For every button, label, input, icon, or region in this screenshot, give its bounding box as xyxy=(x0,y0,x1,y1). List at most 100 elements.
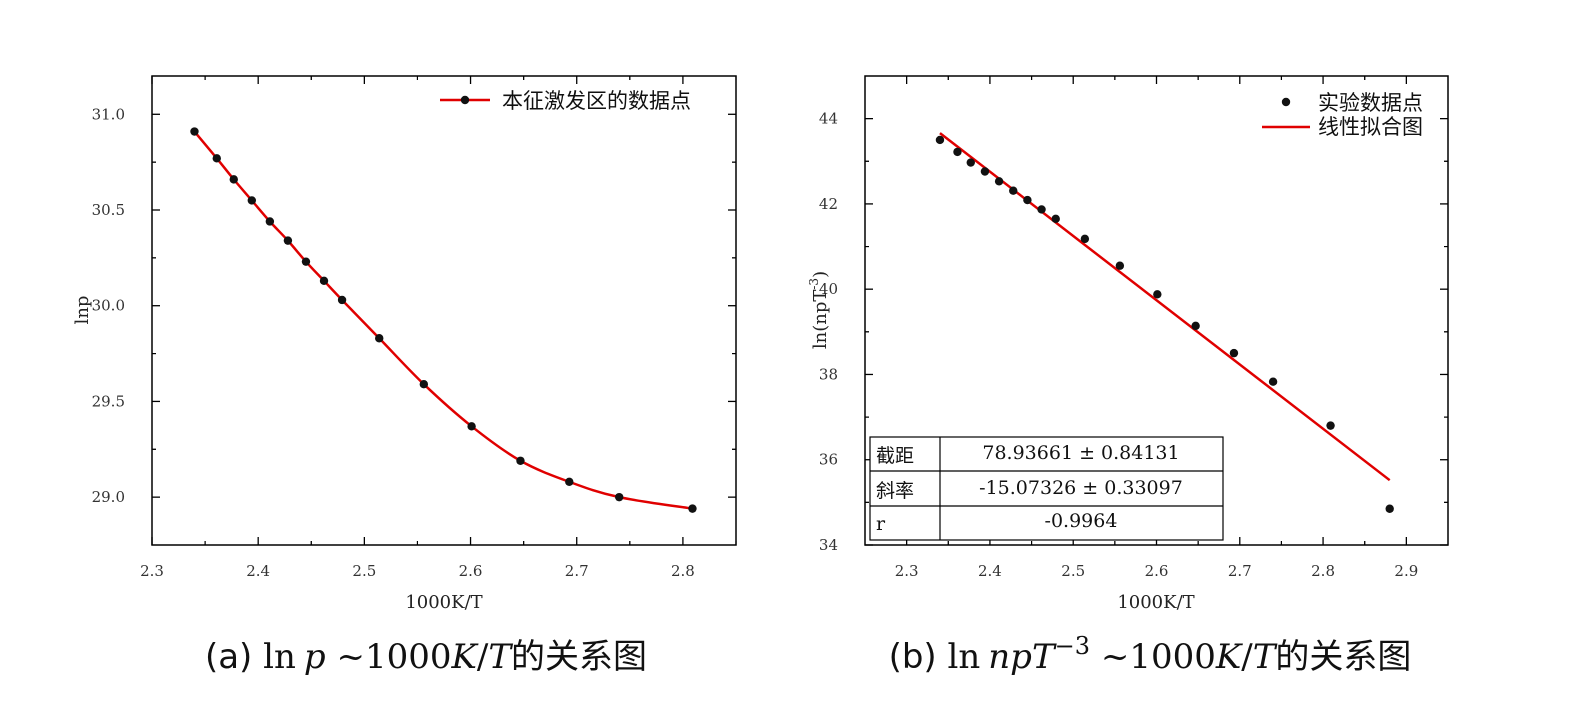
caption-b-rest: ~1000 xyxy=(1090,637,1216,677)
data-point-a xyxy=(419,380,429,389)
legend-b-label-fit: 线性拟合图 xyxy=(1318,115,1423,139)
data-point-a xyxy=(265,217,275,226)
chart-b: 2.3 2.4 2.5 2.6 2.7 2.8 2.9 34 36 38 40 42 44 实验数据点 … xyxy=(807,75,1449,677)
caption-b-t2: T xyxy=(1253,637,1278,677)
x-tick-label: 2.3 xyxy=(140,562,164,580)
fit-line-b xyxy=(939,132,1391,482)
b-ylabel-sup: -3 xyxy=(807,278,821,290)
caption-b-t: T xyxy=(1032,637,1057,677)
caption-a-ln: ln xyxy=(263,637,296,677)
caption-b-k: K xyxy=(1215,637,1244,677)
legend-b-label-points: 实验数据点 xyxy=(1318,91,1423,115)
y-tick-label: 30.0 xyxy=(92,297,125,315)
caption-b: (b) ln npT−3 ~1000K/T的关系图 xyxy=(889,632,1412,677)
data-point-b xyxy=(1037,205,1046,214)
fit-table-value-intercept: 78.93661 ± 0.84131 xyxy=(982,442,1179,464)
caption-a: (a) ln p ~1000K/T的关系图 xyxy=(205,637,647,677)
data-point-b xyxy=(935,135,945,145)
data-point-b xyxy=(1009,186,1018,195)
data-point-b xyxy=(1191,321,1200,331)
x-tick-label: 2.5 xyxy=(1061,562,1085,580)
legend-b: 实验数据点 线性拟合图 xyxy=(1262,91,1423,139)
x-tick-label: 2.7 xyxy=(1228,562,1252,580)
data-point-b xyxy=(1051,214,1060,224)
data-point-b xyxy=(966,158,975,167)
x-tick-label: 2.8 xyxy=(671,562,695,580)
fit-table-label-slope: 斜率 xyxy=(876,480,914,502)
fit-table-label-r: r xyxy=(876,513,886,535)
b-ylabel: ln(npT-3) xyxy=(807,271,831,349)
data-point-b xyxy=(1080,234,1090,244)
caption-a-k: K xyxy=(450,637,479,677)
caption-a-rest: ~1000 xyxy=(326,637,452,677)
caption-b-np: np xyxy=(988,637,1032,677)
x-tick-label: 2.4 xyxy=(978,562,1002,580)
y-tick-label: 29.0 xyxy=(92,488,125,506)
data-point-a xyxy=(229,175,238,184)
caption-b-suffix: 的关系图 xyxy=(1275,637,1411,677)
chart-a: 2.3 2.4 2.5 2.6 2.7 2.8 29.0 29.5 30.0 30.5 31.0 本… xyxy=(72,75,737,677)
data-point-b xyxy=(1326,421,1335,430)
caption-b-sup: −3 xyxy=(1055,632,1090,660)
data-point-b xyxy=(1153,290,1162,299)
y-tick-label: 36 xyxy=(819,451,838,469)
x-tick-label: 2.3 xyxy=(895,562,919,580)
data-point-b xyxy=(994,177,1004,186)
caption-a-suffix: 的关系图 xyxy=(511,637,647,677)
y-tick-label: 42 xyxy=(819,195,838,213)
b-xlabel: 1000K/T xyxy=(1117,592,1194,613)
fit-table-value-slope: -15.07326 ± 0.33097 xyxy=(979,477,1183,499)
data-point-a xyxy=(319,276,329,286)
data-point-a xyxy=(615,492,624,502)
y-tick-label: 44 xyxy=(819,110,838,128)
b-ylabel-main: ln(npT xyxy=(810,290,831,350)
caption-b-ln: ln xyxy=(948,637,981,677)
data-point-a xyxy=(375,334,384,343)
y-tick-label: 38 xyxy=(819,365,838,383)
b-ylabel-close: ) xyxy=(810,271,831,278)
legend-a-marker xyxy=(460,95,470,105)
plot-frame-a xyxy=(151,75,737,546)
data-point-b xyxy=(1115,261,1125,270)
data-point-b xyxy=(980,167,990,176)
data-point-a xyxy=(283,236,293,245)
caption-a-t: T xyxy=(488,637,513,677)
a-xlabel: 1000K/T xyxy=(405,592,482,613)
a-ylabel: lnp xyxy=(72,296,93,325)
data-point-a xyxy=(516,456,525,465)
data-point-b xyxy=(1268,377,1278,386)
data-point-a xyxy=(337,295,347,305)
x-tick-label: 2.6 xyxy=(459,562,483,580)
fit-table-label-intercept: 截距 xyxy=(876,445,914,467)
data-point-a xyxy=(190,127,199,136)
x-tick-label: 2.7 xyxy=(565,562,589,580)
x-tick-label: 2.4 xyxy=(246,562,270,580)
caption-a-slash: / xyxy=(477,637,489,677)
data-point-b xyxy=(953,147,962,157)
fit-table-border xyxy=(869,436,1224,541)
legend-b-marker xyxy=(1281,97,1291,107)
legend-a: 本征激发区的数据点 xyxy=(440,89,691,113)
caption-b-slash: / xyxy=(1241,637,1253,677)
caption-a-p: p xyxy=(304,637,326,677)
data-point-a xyxy=(565,477,574,487)
data-point-a xyxy=(247,196,257,205)
x-tick-label: 2.6 xyxy=(1145,562,1169,580)
data-point-a xyxy=(212,154,221,163)
x-tick-label: 2.5 xyxy=(352,562,376,580)
legend-a-label: 本征激发区的数据点 xyxy=(502,89,691,113)
y-tick-label: 40 xyxy=(819,280,838,298)
caption-a-prefix: (a) xyxy=(205,637,263,677)
data-point-b xyxy=(1023,195,1032,205)
fit-table: 截距 78.93661 ± 0.84131 斜率 -15.07326 ± 0.3… xyxy=(869,436,1224,541)
caption-b-prefix: (b) xyxy=(889,637,948,677)
y-tick-label: 29.5 xyxy=(92,392,125,410)
fit-table-value-r: -0.9964 xyxy=(1045,510,1118,532)
series-line-a xyxy=(193,130,693,510)
y-tick-label: 30.5 xyxy=(92,201,125,219)
y-tick-label: 34 xyxy=(819,536,838,554)
data-point-b xyxy=(1385,504,1394,513)
data-point-a xyxy=(301,257,311,266)
x-tick-label: 2.8 xyxy=(1311,562,1335,580)
